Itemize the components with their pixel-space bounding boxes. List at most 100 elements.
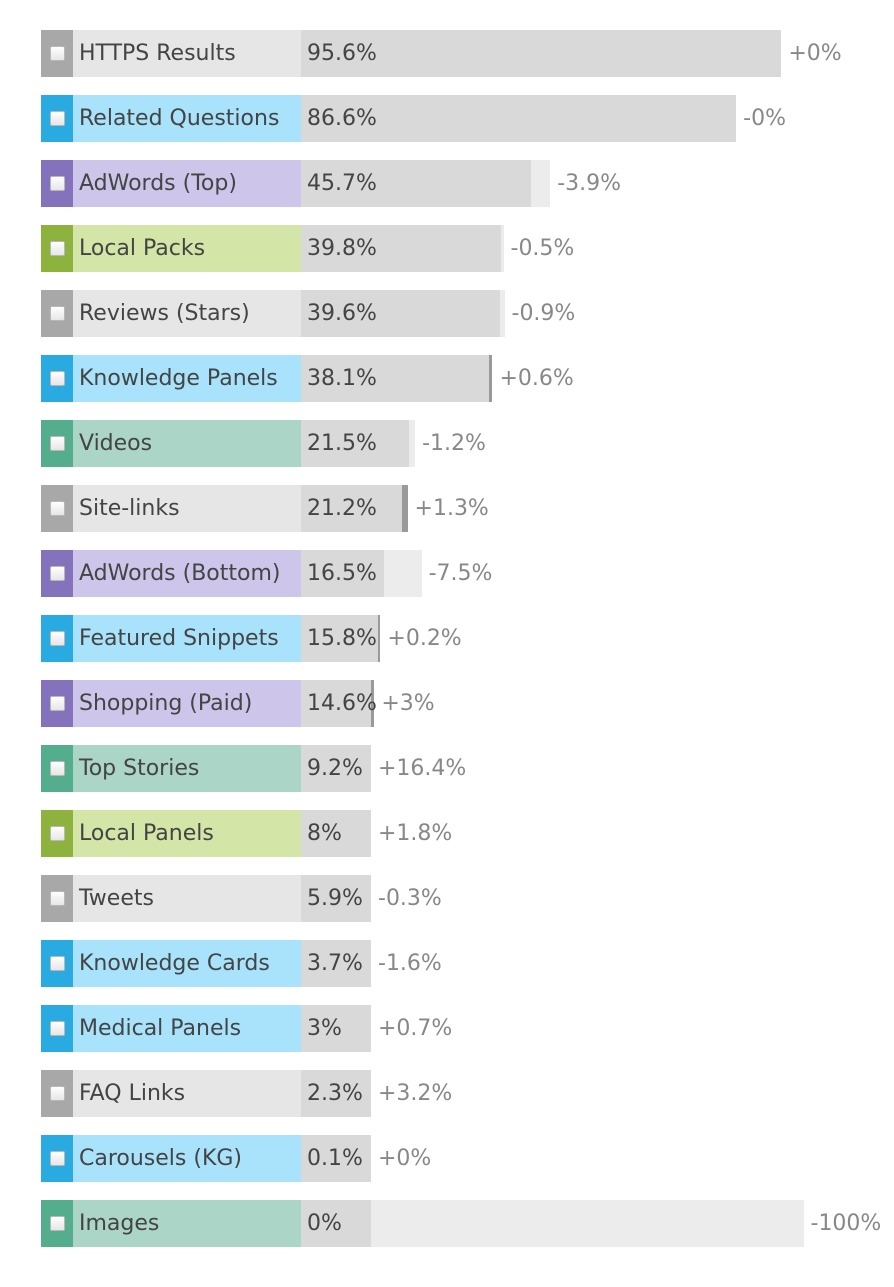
feature-label-background xyxy=(73,745,301,792)
feature-value-label: 16.5% xyxy=(307,561,377,586)
feature-value-bar xyxy=(301,615,381,662)
feature-row: AdWords (Bottom) 16.5% -7.5% xyxy=(41,550,891,597)
feature-label: Videos xyxy=(79,431,153,456)
feature-change-label: +1.3% xyxy=(414,496,489,521)
feature-checkbox[interactable] xyxy=(50,241,65,256)
feature-change-label: -0.5% xyxy=(510,236,575,261)
feature-value-label: 39.8% xyxy=(307,236,377,261)
feature-color-swatch xyxy=(41,485,73,532)
feature-label: Local Panels xyxy=(79,821,214,846)
feature-color-swatch xyxy=(41,1135,73,1182)
feature-label: HTTPS Results xyxy=(79,41,236,66)
feature-label: FAQ Links xyxy=(79,1081,186,1106)
feature-checkbox[interactable] xyxy=(50,46,65,61)
feature-value-label: 2.3% xyxy=(307,1081,363,1106)
feature-change-label: +0.7% xyxy=(378,1016,453,1041)
feature-label: Local Packs xyxy=(79,236,206,261)
feature-change-label: -0% xyxy=(743,106,786,131)
feature-color-swatch xyxy=(41,615,73,662)
feature-checkbox[interactable] xyxy=(50,631,65,646)
feature-value-label: 39.6% xyxy=(307,301,377,326)
feature-color-swatch xyxy=(41,875,73,922)
feature-value-label: 86.6% xyxy=(307,106,377,131)
feature-color-swatch xyxy=(41,940,73,987)
feature-checkbox[interactable] xyxy=(50,1086,65,1101)
feature-change-label: +3% xyxy=(381,691,435,716)
feature-value-bar xyxy=(301,160,531,207)
feature-value-bar xyxy=(301,290,500,337)
feature-label-background xyxy=(73,160,301,207)
feature-change-label: +16.4% xyxy=(378,756,467,781)
feature-row: FAQ Links 2.3% +3.2% xyxy=(41,1070,891,1117)
feature-label-background xyxy=(73,420,301,467)
feature-change-label: -100% xyxy=(810,1211,882,1236)
feature-color-swatch xyxy=(41,810,73,857)
feature-row: Local Panels 8% +1.8% xyxy=(41,810,891,857)
feature-value-label: 21.5% xyxy=(307,431,377,456)
feature-row: Site-links 21.2% +1.3% xyxy=(41,485,891,532)
feature-value-bar xyxy=(301,30,782,77)
feature-checkbox[interactable] xyxy=(50,371,65,386)
feature-row: Images 0% -100% xyxy=(41,1200,891,1247)
feature-label-background xyxy=(73,1135,301,1182)
feature-color-swatch xyxy=(41,745,73,792)
feature-label: Knowledge Cards xyxy=(79,951,270,976)
feature-checkbox[interactable] xyxy=(50,826,65,841)
feature-value-bar xyxy=(301,1005,371,1052)
feature-checkbox[interactable] xyxy=(50,1216,65,1231)
feature-value-label: 8% xyxy=(307,821,342,846)
feature-change-label: -1.2% xyxy=(422,431,486,456)
feature-row: Carousels (KG) 0.1% +0% xyxy=(41,1135,891,1182)
feature-checkbox[interactable] xyxy=(50,176,65,191)
feature-value-label: 5.9% xyxy=(307,886,363,911)
feature-value-bar xyxy=(301,1135,371,1182)
feature-checkbox[interactable] xyxy=(50,111,65,126)
feature-value-label: 14.6% xyxy=(307,691,377,716)
feature-checkbox[interactable] xyxy=(50,1021,65,1036)
feature-row: Videos 21.5% -1.2% xyxy=(41,420,891,467)
feature-color-swatch xyxy=(41,550,73,597)
feature-value-bar xyxy=(301,1200,371,1247)
previous-value-track xyxy=(301,1200,804,1247)
feature-value-label: 3% xyxy=(307,1016,342,1041)
feature-row: Top Stories 9.2% +16.4% xyxy=(41,745,891,792)
feature-label: Tweets xyxy=(79,886,154,911)
feature-row: Knowledge Cards 3.7% -1.6% xyxy=(41,940,891,987)
feature-label-background xyxy=(73,615,301,662)
feature-color-swatch xyxy=(41,1200,73,1247)
feature-color-swatch xyxy=(41,680,73,727)
feature-color-swatch xyxy=(41,225,73,272)
feature-color-swatch xyxy=(41,290,73,337)
feature-label-background xyxy=(73,810,301,857)
feature-label-background xyxy=(73,940,301,987)
feature-row: Related Questions 86.6% -0% xyxy=(41,95,891,142)
feature-checkbox[interactable] xyxy=(50,501,65,516)
feature-change-label: +0.6% xyxy=(499,366,574,391)
feature-checkbox[interactable] xyxy=(50,306,65,321)
previous-value-marker xyxy=(371,680,375,727)
feature-checkbox[interactable] xyxy=(50,696,65,711)
feature-change-label: +1.8% xyxy=(378,821,453,846)
feature-label-background xyxy=(73,355,301,402)
feature-color-swatch xyxy=(41,1070,73,1117)
previous-value-marker xyxy=(489,355,493,402)
feature-label: AdWords (Bottom) xyxy=(79,561,281,586)
feature-label: Top Stories xyxy=(79,756,200,781)
feature-checkbox[interactable] xyxy=(50,891,65,906)
feature-label-background xyxy=(73,680,301,727)
feature-change-label: -0.9% xyxy=(511,301,576,326)
feature-checkbox[interactable] xyxy=(50,1151,65,1166)
feature-checkbox[interactable] xyxy=(50,956,65,971)
feature-label: Site-links xyxy=(79,496,180,521)
feature-change-label: -3.9% xyxy=(557,171,622,196)
feature-label: Carousels (KG) xyxy=(79,1146,243,1171)
feature-row: AdWords (Top) 45.7% -3.9% xyxy=(41,160,891,207)
feature-label: Images xyxy=(79,1211,160,1236)
feature-change-label: -7.5% xyxy=(428,561,493,586)
feature-checkbox[interactable] xyxy=(50,436,65,451)
feature-change-label: -0.3% xyxy=(378,886,442,911)
feature-value-label: 21.2% xyxy=(307,496,377,521)
feature-checkbox[interactable] xyxy=(50,566,65,581)
feature-checkbox[interactable] xyxy=(50,761,65,776)
